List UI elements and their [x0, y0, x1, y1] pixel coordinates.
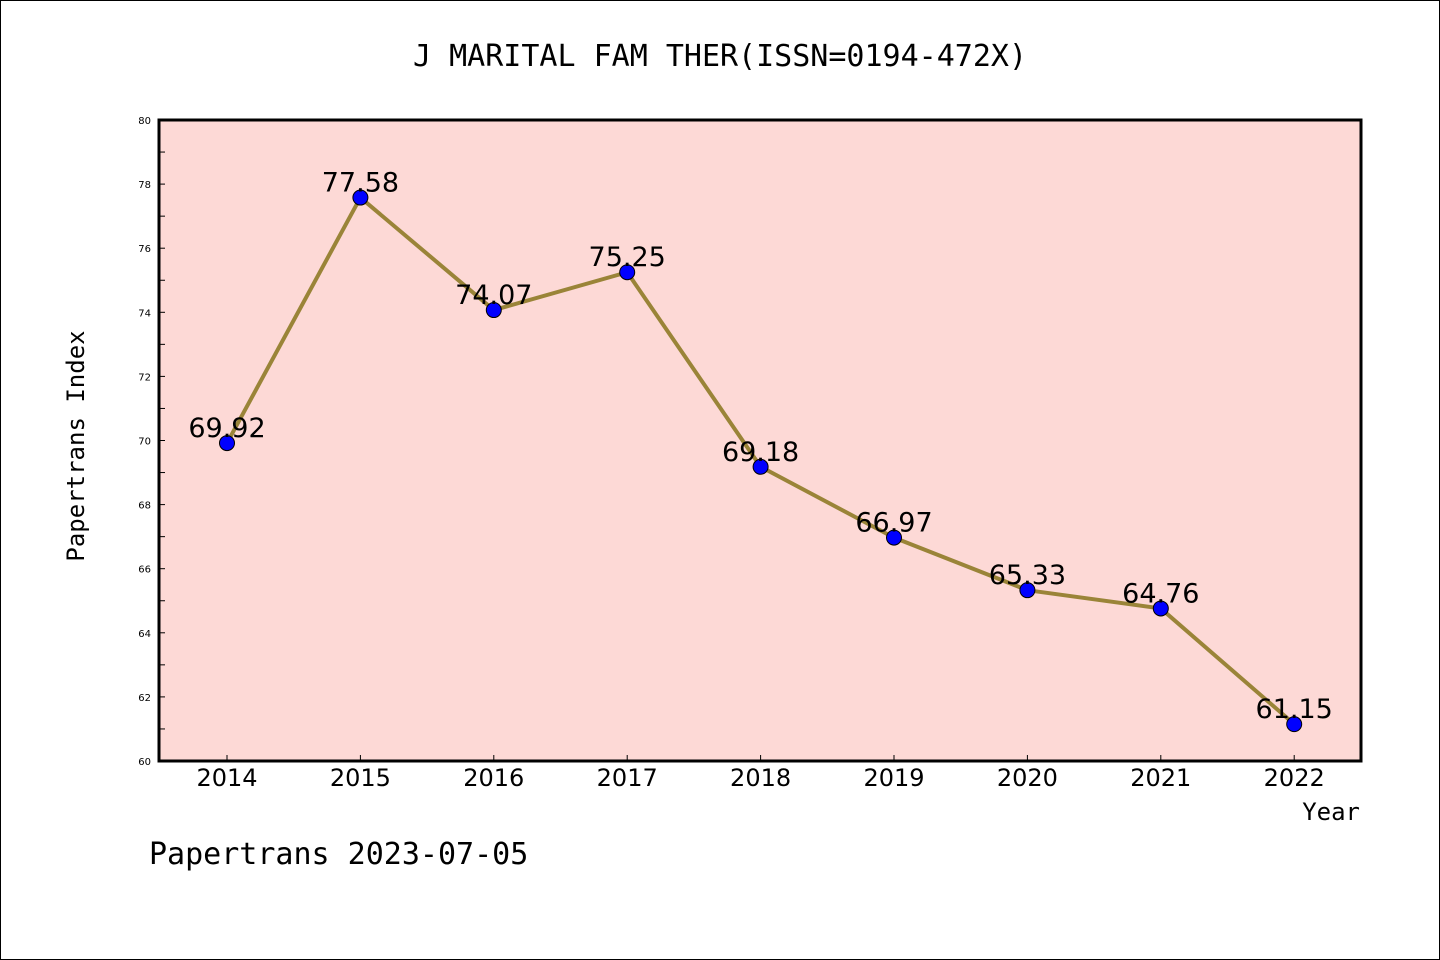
x-tick-label: 2017	[597, 764, 658, 792]
footer-text: Papertrans 2023-07-05	[149, 837, 528, 872]
data-label: 77.58	[322, 168, 399, 199]
y-tick-label: 78	[138, 180, 151, 191]
data-label: 61.15	[1256, 694, 1333, 725]
data-point	[886, 529, 902, 546]
y-tick-label: 60	[138, 757, 151, 768]
y-tick-label: 72	[138, 372, 151, 383]
y-tick-label: 80	[138, 116, 151, 127]
y-tick-label: 62	[138, 693, 151, 704]
data-point	[1019, 582, 1036, 599]
data-label: 74.07	[455, 280, 532, 311]
x-tick-label: 2022	[1264, 764, 1325, 792]
y-axis: 60 62 64 66 68 70 72 74 76 78 80	[138, 116, 165, 768]
x-tick-label: 2018	[730, 764, 791, 792]
data-point	[619, 264, 636, 281]
data-point	[752, 458, 769, 475]
data-point	[352, 189, 369, 206]
y-tick-label: 64	[138, 629, 151, 640]
y-tick-label: 70	[138, 437, 151, 448]
data-label: 75.25	[589, 242, 666, 273]
x-tick-label: 2015	[330, 764, 391, 792]
y-tick-label: 74	[138, 308, 151, 319]
x-axis: 2014 2015 2016 2017 2018 2019 2020 2021 2022	[196, 755, 1325, 792]
data-labels: 69.92 77.58 74.07 75.25 69.18 66.97 65.33 64.76…	[188, 168, 1332, 726]
y-tick-label: 68	[138, 501, 151, 512]
data-point	[1286, 716, 1303, 733]
y-tick-label: 66	[138, 565, 151, 576]
chart-title: J MARITAL FAM THER(ISSN=0194-472X)	[413, 39, 1027, 74]
data-label: 66.97	[855, 508, 932, 539]
x-tick-label: 2021	[1130, 764, 1191, 792]
x-tick-label: 2014	[196, 764, 257, 792]
x-tick-label: 2019	[863, 764, 924, 792]
data-markers	[219, 189, 1303, 733]
data-label: 64.76	[1122, 578, 1199, 609]
x-axis-label: Year	[1302, 798, 1360, 826]
data-point	[219, 435, 235, 452]
data-label: 69.18	[722, 437, 799, 468]
x-tick-label: 2016	[463, 764, 524, 792]
data-point	[1152, 600, 1169, 617]
y-axis-label: Papertrans Index	[62, 330, 90, 561]
data-label: 69.92	[188, 413, 265, 444]
data-label: 65.33	[989, 560, 1066, 591]
plot-area	[157, 118, 1363, 763]
data-point	[485, 302, 502, 319]
y-tick-label: 76	[138, 244, 151, 255]
x-tick-label: 2020	[997, 764, 1058, 792]
